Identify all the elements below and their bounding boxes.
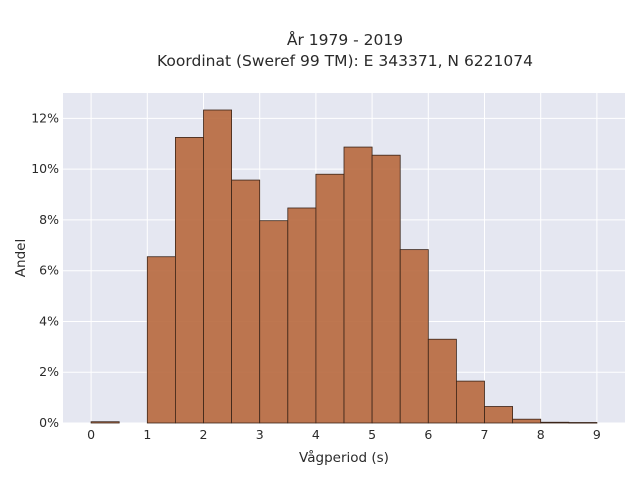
histogram-bar-6 [259,220,289,424]
histogram-bar-10 [371,154,401,424]
x-tick-label-5: 5 [368,427,376,442]
x-tick-label-2: 2 [200,427,208,442]
histogram-bar-3 [174,137,204,424]
x-tick-labels: 0 1 2 3 4 5 6 7 8 9 [87,427,601,442]
x-tick-label-7: 7 [481,427,489,442]
y-tick-label-1: 2% [39,364,59,379]
x-tick-label-0: 0 [87,427,95,442]
y-tick-label-6: 12% [31,110,59,125]
y-tick-label-0: 0% [39,415,59,430]
x-tick-label-9: 9 [593,427,601,442]
x-tick-label-6: 6 [424,427,432,442]
histogram-bar-2 [146,256,176,424]
histogram-bar-8 [315,173,345,424]
histogram-bar-12 [427,338,457,424]
histogram-bar-7 [287,207,317,424]
histogram-bar-13 [455,380,485,424]
histogram-bar-0 [90,421,120,424]
x-tick-label-1: 1 [143,427,151,442]
histogram-bar-16 [540,421,570,424]
y-tick-labels: 0% 2% 4% 6% 8% 10% 12% [31,110,59,430]
y-tick-label-4: 8% [39,212,59,227]
histogram-bar-17 [568,422,598,424]
y-axis-label: Andel [13,239,29,277]
y-tick-label-5: 10% [31,161,59,176]
x-tick-label-3: 3 [256,427,264,442]
histogram-bar-4 [203,109,233,424]
x-axis-label: Vågperiod (s) [299,449,389,466]
chart-title-line-1: År 1979 - 2019 [287,30,403,49]
bars-layer [90,109,598,424]
histogram-bar-11 [399,249,429,424]
y-tick-label-3: 6% [39,263,59,278]
histogram-bar-15 [512,418,542,424]
histogram-bar-9 [343,146,373,424]
histogram-bar-5 [231,179,261,424]
histogram-bar-14 [484,406,514,424]
y-tick-label-2: 4% [39,313,59,328]
chart-title-line-2: Koordinat (Sweref 99 TM): E 343371, N 62… [157,52,533,70]
x-tick-label-8: 8 [537,427,545,442]
x-tick-label-4: 4 [312,427,320,442]
